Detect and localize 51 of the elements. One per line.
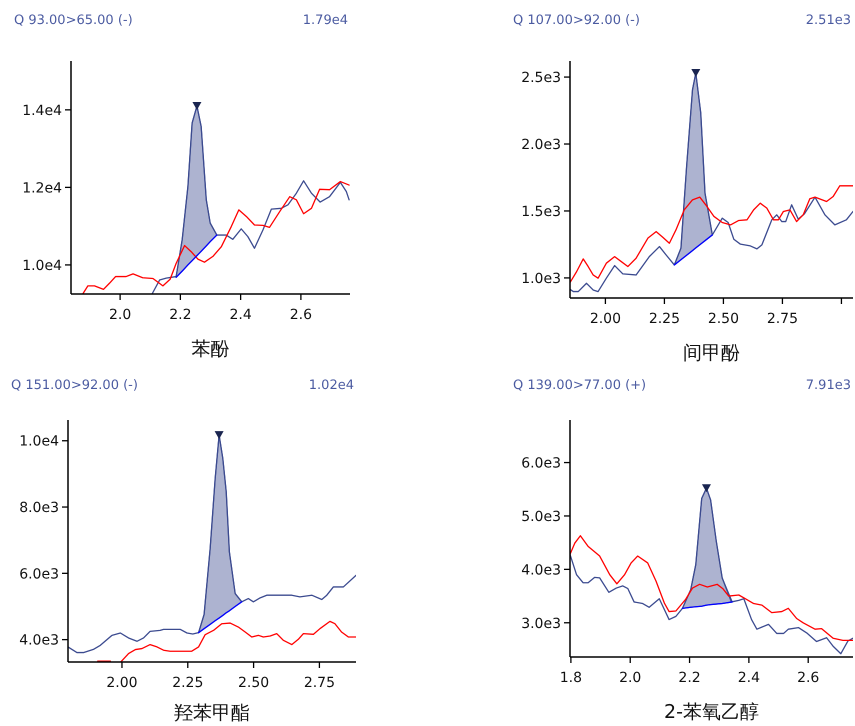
- x-tick-label: 2.4: [229, 307, 252, 323]
- y-tick-label: 1.5e3: [521, 204, 561, 220]
- y-tick-label: 1.2e4: [22, 180, 62, 196]
- chart-title: Q 151.00>92.00 (-): [11, 378, 138, 393]
- x-tick-label: 2.2: [169, 307, 192, 323]
- x-tick-label: 2.75: [766, 311, 798, 327]
- x-tick-label: 2.6: [797, 670, 820, 686]
- y-tick-label: 1.0e4: [19, 434, 60, 450]
- x-tick-label: 2.0: [619, 670, 642, 686]
- x-tick-label: 2.2: [678, 670, 701, 686]
- y-tick-label: 8.0e3: [19, 500, 59, 516]
- x-tick-label: 2.25: [172, 675, 204, 691]
- x-tick-label: 2.75: [304, 675, 335, 691]
- y-tick-label: 1.0e3: [521, 270, 561, 287]
- chart-title: Q 107.00>92.00 (-): [513, 13, 640, 28]
- line-series: [674, 234, 713, 266]
- line-series: [570, 185, 853, 284]
- chart-title: Q 93.00>65.00 (-): [14, 13, 133, 28]
- x-axis-title: 2-苯氧乙醇: [664, 701, 759, 723]
- x-tick-label: 2.0: [108, 307, 132, 323]
- x-tick-label: 2.00: [590, 311, 621, 327]
- y-tick-label: 2.5e3: [521, 70, 561, 86]
- text: 2.51e3: [806, 13, 851, 28]
- line-series: [176, 234, 218, 278]
- x-axis-title: 羟苯甲酯: [174, 702, 250, 724]
- x-axis-title: 苯酚: [192, 338, 230, 360]
- line-series: [82, 180, 350, 294]
- x-tick-label: 2.50: [238, 675, 270, 691]
- text: 1.02e4: [308, 378, 354, 393]
- x-tick-label: 2.25: [648, 311, 680, 327]
- y-tick-label: 4.0e3: [19, 632, 59, 649]
- line-series: [570, 535, 853, 642]
- chart-title: Q 139.00>77.00 (+): [513, 378, 646, 393]
- x-tick-label: 1.8: [560, 670, 582, 686]
- x-axis-title: 间甲酚: [683, 342, 740, 364]
- y-tick-label: 1.0e4: [22, 258, 62, 274]
- x-tick-label: 2.50: [708, 311, 740, 327]
- y-tick-label: 3.0e3: [521, 616, 561, 632]
- y-tick-label: 4.0e3: [521, 562, 561, 578]
- y-tick-label: 2.0e3: [521, 137, 561, 154]
- line-series: [198, 601, 242, 634]
- text: 7.91e3: [806, 378, 851, 393]
- line-series: [682, 601, 733, 609]
- x-tick-label: 2.6: [290, 307, 312, 323]
- y-tick-label: 6.0e3: [19, 566, 59, 582]
- x-tick-label: 2.00: [106, 675, 138, 691]
- y-tick-label: 6.0e3: [521, 456, 561, 472]
- y-tick-label: 5.0e3: [521, 508, 561, 525]
- y-tick-label: 1.4e4: [22, 102, 62, 119]
- x-tick-label: 2.4: [738, 670, 760, 686]
- text: 1.79e4: [302, 13, 348, 28]
